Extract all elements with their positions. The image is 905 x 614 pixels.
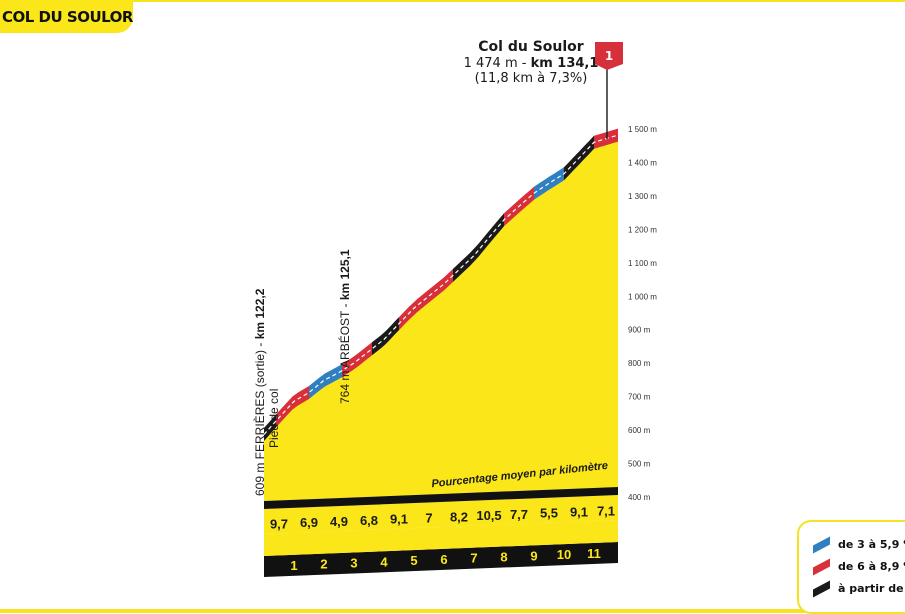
legend-swatch xyxy=(813,535,830,554)
gradient-stripe xyxy=(342,342,372,378)
gradient-stripe xyxy=(534,167,564,200)
legend-label: de 3 à 5,9 % xyxy=(838,538,905,551)
legend-label: de 6 à 8,9 % xyxy=(838,560,905,573)
km-number-label: 10 xyxy=(557,547,571,562)
km-number-label: 7 xyxy=(470,551,477,566)
summit-label: Col du Soulor 1 474 m - km 134,1 (11,8 k… xyxy=(464,39,599,86)
waypoint-ferrieres: 609 m FERRIÈRES (sortie) - km 122,2 Pied… xyxy=(252,288,281,496)
profile-area xyxy=(264,131,618,501)
gradient-stripe xyxy=(276,386,309,428)
base-line xyxy=(264,487,618,509)
summit-climb-stats: (11,8 km à 7,3%) xyxy=(475,71,588,86)
summit-flag: 1 xyxy=(595,42,623,139)
frame-top-border xyxy=(0,0,905,2)
waypoint-ferrieres-note: Pied de col xyxy=(267,389,281,448)
km-gradient-label: 7,7 xyxy=(510,507,528,522)
km-gradient-label: 9,1 xyxy=(570,505,588,520)
y-tick-label: 1 100 m xyxy=(628,259,657,268)
waypoint-arbeost-km: km 125,1 xyxy=(338,249,352,300)
y-tick-label: 1 500 m xyxy=(628,125,657,134)
y-tick-label: 1 400 m xyxy=(628,158,657,167)
profile-body xyxy=(264,131,618,577)
gradient-legend: de 3 à 5,9 % de 6 à 8,9 % à partir de 9 … xyxy=(797,520,905,614)
waypoint-arbeost-name: 764 m ARBÉOST - xyxy=(337,300,352,404)
km-gradient-label: 9,1 xyxy=(390,512,408,527)
gradient-stripe xyxy=(453,213,504,282)
y-tick-label: 1 000 m xyxy=(628,292,657,301)
gradient-stripe xyxy=(309,364,342,399)
km-number-label: 5 xyxy=(410,553,417,568)
y-tick-label: 1 300 m xyxy=(628,192,657,201)
km-number-label: 3 xyxy=(350,555,357,570)
y-tick-label: 800 m xyxy=(628,359,651,368)
waypoint-arbeost: 764 m ARBÉOST - km 125,1 xyxy=(337,249,352,404)
gradient-stripe xyxy=(399,268,453,331)
frame-bottom-border xyxy=(0,609,905,613)
km-number-label: 8 xyxy=(500,550,507,565)
km-gradient-label: 10,5 xyxy=(476,508,501,523)
summit-name: Col du Soulor xyxy=(478,39,584,55)
legend-swatch xyxy=(813,579,830,598)
km-gradient-label: 9,7 xyxy=(270,516,288,531)
legend-item-6-89: de 6 à 8,9 % xyxy=(813,557,905,576)
summit-altitude-line: 1 474 m - km 134,1 xyxy=(464,56,599,71)
y-tick-label: 600 m xyxy=(628,426,651,435)
km-number-label: 9 xyxy=(530,548,537,563)
waypoint-ferrieres-label: 609 m FERRIÈRES (sortie) - km 122,2 xyxy=(252,288,267,496)
waypoint-ferrieres-name: 609 m FERRIÈRES (sortie) - xyxy=(252,339,267,496)
km-number-label: 1 xyxy=(290,558,297,573)
km-gradient-label: 6,8 xyxy=(360,513,378,528)
legend-label: à partir de 9 % xyxy=(838,582,905,595)
category-number: 1 xyxy=(605,49,613,63)
gradient-stripes xyxy=(263,128,619,441)
y-tick-label: 700 m xyxy=(628,393,651,402)
km-gradient-label: 5,5 xyxy=(540,506,558,521)
summit-km: km 134,1 xyxy=(531,56,599,71)
km-number-label: 6 xyxy=(440,552,447,567)
km-gradient-label: 7 xyxy=(425,510,432,525)
legend-swatch xyxy=(813,557,830,576)
y-axis: 400 m 500 m 600 m 700 m 800 m 900 m 1 000 m 1 1… xyxy=(628,125,657,502)
km-number-label: 11 xyxy=(587,546,601,561)
gradient-band xyxy=(264,495,618,534)
km-labels: 9,7 6,9 4,9 6,8 9,1 7 8,2 10,5 7,7 5,5 9,1 7,1 1 2 3 4 5… xyxy=(270,503,615,572)
km-gradient-label: 4,9 xyxy=(330,514,348,529)
y-tick-label: 400 m xyxy=(628,493,651,502)
km-gradient-label: 7,1 xyxy=(597,503,615,518)
climb-title: COL DU SOULOR xyxy=(2,7,133,26)
legend-item-3-59: de 3 à 5,9 % xyxy=(813,535,905,554)
km-band xyxy=(264,542,618,577)
legend-item-9-plus: à partir de 9 % xyxy=(813,579,905,598)
category-flag xyxy=(595,42,623,70)
waypoint-ferrieres-km: km 122,2 xyxy=(253,288,267,339)
base-band xyxy=(264,520,618,556)
km-gradient-label: 8,2 xyxy=(450,509,468,524)
profile-centerline xyxy=(263,134,619,435)
gradient-stripe xyxy=(372,317,399,356)
waypoint-arbeost-label: 764 m ARBÉOST - km 125,1 xyxy=(337,249,352,404)
y-tick-label: 900 m xyxy=(628,326,651,335)
summit-altitude: 1 474 m - xyxy=(464,56,531,71)
km-number-label: 4 xyxy=(380,554,388,569)
y-tick-label: 1 200 m xyxy=(628,225,657,234)
climb-title-tab: COL DU SOULOR xyxy=(0,0,133,33)
km-gradient-label: 6,9 xyxy=(300,515,318,530)
y-tick-label: 500 m xyxy=(628,460,651,469)
km-number-label: 2 xyxy=(320,557,327,572)
